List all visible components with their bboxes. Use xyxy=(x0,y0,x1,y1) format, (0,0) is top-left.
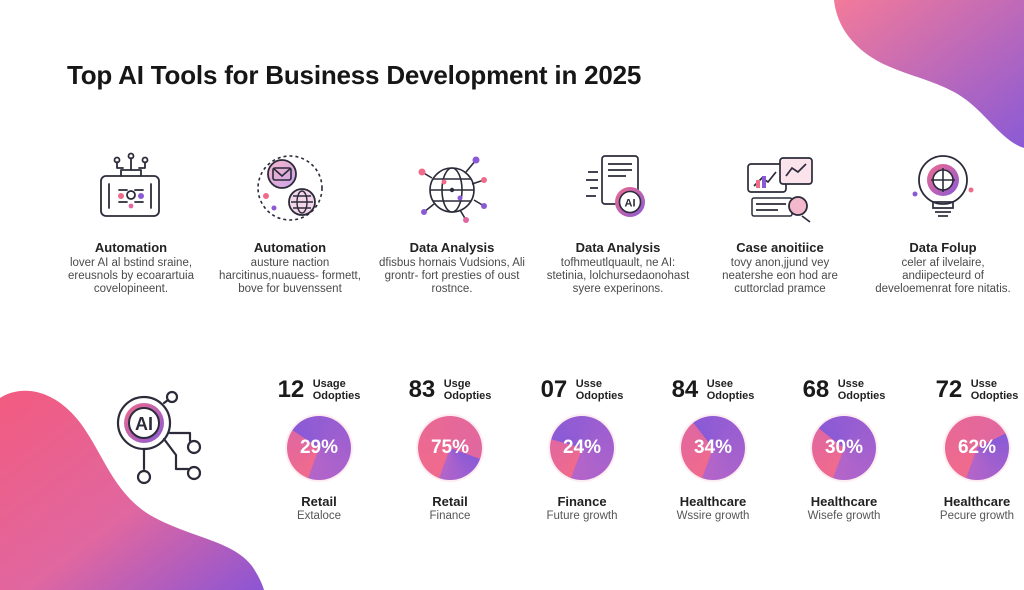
ai-document-icon: AI xyxy=(586,155,645,217)
stat-card: 84 Usee Odopties 34% Healthcare Wssire gr… xyxy=(648,370,778,530)
stats-row: 12 Usage Odopties 29% Retail Extaloce 83 … xyxy=(0,370,1024,530)
stat-label: Usee Odopties xyxy=(707,378,755,402)
stat-percent-circle: 34% xyxy=(681,416,745,480)
stat-label: Usge Odopties xyxy=(444,378,492,402)
stat-header: 68 Usse Odopties xyxy=(779,376,909,404)
ai-icon-label: AI xyxy=(135,414,153,434)
stat-number: 68 xyxy=(802,376,830,403)
stat-card: 07 Usse Odopties 24% Finance Future growt… xyxy=(517,370,647,530)
stat-header: 84 Usee Odopties xyxy=(648,376,778,404)
stat-subtitle: Extaloce xyxy=(296,510,342,522)
tool-card: Case anoitiice tovy anon,jjund vey neate… xyxy=(695,150,865,320)
email-globe-icon xyxy=(257,155,323,221)
stat-header: 72 Usse Odopties xyxy=(912,376,1024,404)
tool-card: Data Folup celer af ilvelaire, andiipect… xyxy=(858,150,1024,320)
stat-percent-circle: 29% xyxy=(287,416,351,480)
stat-category: Healthcare xyxy=(943,494,1011,509)
stat-label-bottom: Odopties xyxy=(706,390,755,402)
stat-subtitle: Finance xyxy=(429,510,471,522)
stat-number: 12 xyxy=(277,376,305,403)
stat-label-bottom: Odopties xyxy=(312,390,361,402)
tool-name: Data Analysis xyxy=(575,240,661,255)
stat-card: 83 Usge Odopties 75% Retail Finance xyxy=(385,370,515,530)
stat-label-bottom: Odopties xyxy=(837,390,886,402)
stat-percent-circle: 75% xyxy=(418,416,482,480)
gradient-blob-top-right xyxy=(834,0,1024,148)
stat-number: 83 xyxy=(408,376,436,403)
tool-description: celer af ilvelaire, andiipecteurd of dev… xyxy=(875,257,1011,295)
tool-description: dfisbus hornais Vudsions, Ali grontr- fo… xyxy=(379,257,525,295)
stat-percent: 34% xyxy=(693,437,733,458)
stat-label-top: Usage xyxy=(312,378,346,390)
tool-name: Case anoitiice xyxy=(736,240,824,255)
stat-label-top: Usse xyxy=(837,378,865,390)
stat-category: Finance xyxy=(557,494,607,509)
stat-label-bottom: Odopties xyxy=(443,390,492,402)
stat-card: 68 Usse Odopties 30% Healthcare Wisefe gr… xyxy=(779,370,909,530)
stat-label-top: Usee xyxy=(706,378,734,390)
stat-number: 07 xyxy=(540,376,568,403)
stat-percent: 62% xyxy=(957,437,997,458)
stat-card: 12 Usage Odopties 29% Retail Extaloce xyxy=(254,370,384,530)
tool-card: Data Analysis dfisbus hornais Vudsions, … xyxy=(367,150,537,320)
tool-description: lover AI al bstind sraine, ereusnols by … xyxy=(68,257,194,295)
stat-label-bottom: Odopties xyxy=(970,390,1019,402)
tool-name: Automation xyxy=(94,240,168,255)
automation-briefcase-icon xyxy=(100,152,160,217)
tool-name: Automation xyxy=(253,240,327,255)
lightbulb-target-icon xyxy=(912,155,974,217)
stat-percent: 24% xyxy=(562,437,602,458)
stat-percent-circle: 62% xyxy=(945,416,1009,480)
stat-header: 12 Usage Odopties xyxy=(254,376,384,404)
stat-label: Usse Odopties xyxy=(838,378,886,402)
svg-text:AI: AI xyxy=(625,198,636,210)
stat-percent: 75% xyxy=(430,437,470,458)
stat-card: 72 Usse Odopties 62% Healthcare Pecure gr… xyxy=(912,370,1024,530)
stat-label-bottom: Odopties xyxy=(575,390,624,402)
stat-number: 72 xyxy=(935,376,963,403)
stat-percent: 30% xyxy=(824,437,864,458)
tool-name: Data Analysis xyxy=(409,240,495,255)
tool-card: Automation austure naction harcitinus,nu… xyxy=(205,150,375,320)
network-globe-icon xyxy=(418,156,487,223)
stat-header: 07 Usse Odopties xyxy=(517,376,647,404)
stat-percent: 29% xyxy=(299,437,339,458)
tool-description: austure naction harcitinus,nuauess- form… xyxy=(219,257,361,295)
tool-name: Data Folup xyxy=(909,240,977,255)
tool-card: Automation lover AI al bstind sraine, er… xyxy=(46,150,216,320)
stat-subtitle: Pecure growth xyxy=(939,510,1015,522)
stat-label: Usse Odopties xyxy=(971,378,1019,402)
stat-category: Retail xyxy=(301,494,337,509)
stat-number: 84 xyxy=(671,376,699,403)
stat-label: Usse Odopties xyxy=(576,378,624,402)
stat-label-top: Usse xyxy=(970,378,998,390)
stat-header: 83 Usge Odopties xyxy=(385,376,515,404)
tools-row: Automation lover AI al bstind sraine, er… xyxy=(0,150,1024,320)
stat-category: Healthcare xyxy=(810,494,878,509)
ai-circuit-icon: AI xyxy=(116,390,202,485)
stat-label: Usage Odopties xyxy=(313,378,361,402)
tool-description: tovy anon,jjund vey neatershe eon hod ar… xyxy=(722,257,838,295)
stat-percent-circle: 30% xyxy=(812,416,876,480)
stat-subtitle: Wisefe growth xyxy=(807,510,881,522)
monitor-search-icon xyxy=(747,157,813,223)
stat-category: Retail xyxy=(432,494,468,509)
stat-subtitle: Wssire growth xyxy=(676,510,750,522)
stat-subtitle: Future growth xyxy=(546,510,618,522)
stat-label-top: Usge xyxy=(443,378,471,390)
stat-category: Healthcare xyxy=(679,494,747,509)
tool-description: tofhmeutlquault, ne AI: stetinia, lolchu… xyxy=(546,257,690,295)
stat-percent-circle: 24% xyxy=(550,416,614,480)
stat-label-top: Usse xyxy=(575,378,603,390)
tool-card: AI Data Analysis tofhmeutlquault, ne AI:… xyxy=(533,150,703,320)
page-title: Top AI Tools for Business Development in… xyxy=(67,60,642,90)
